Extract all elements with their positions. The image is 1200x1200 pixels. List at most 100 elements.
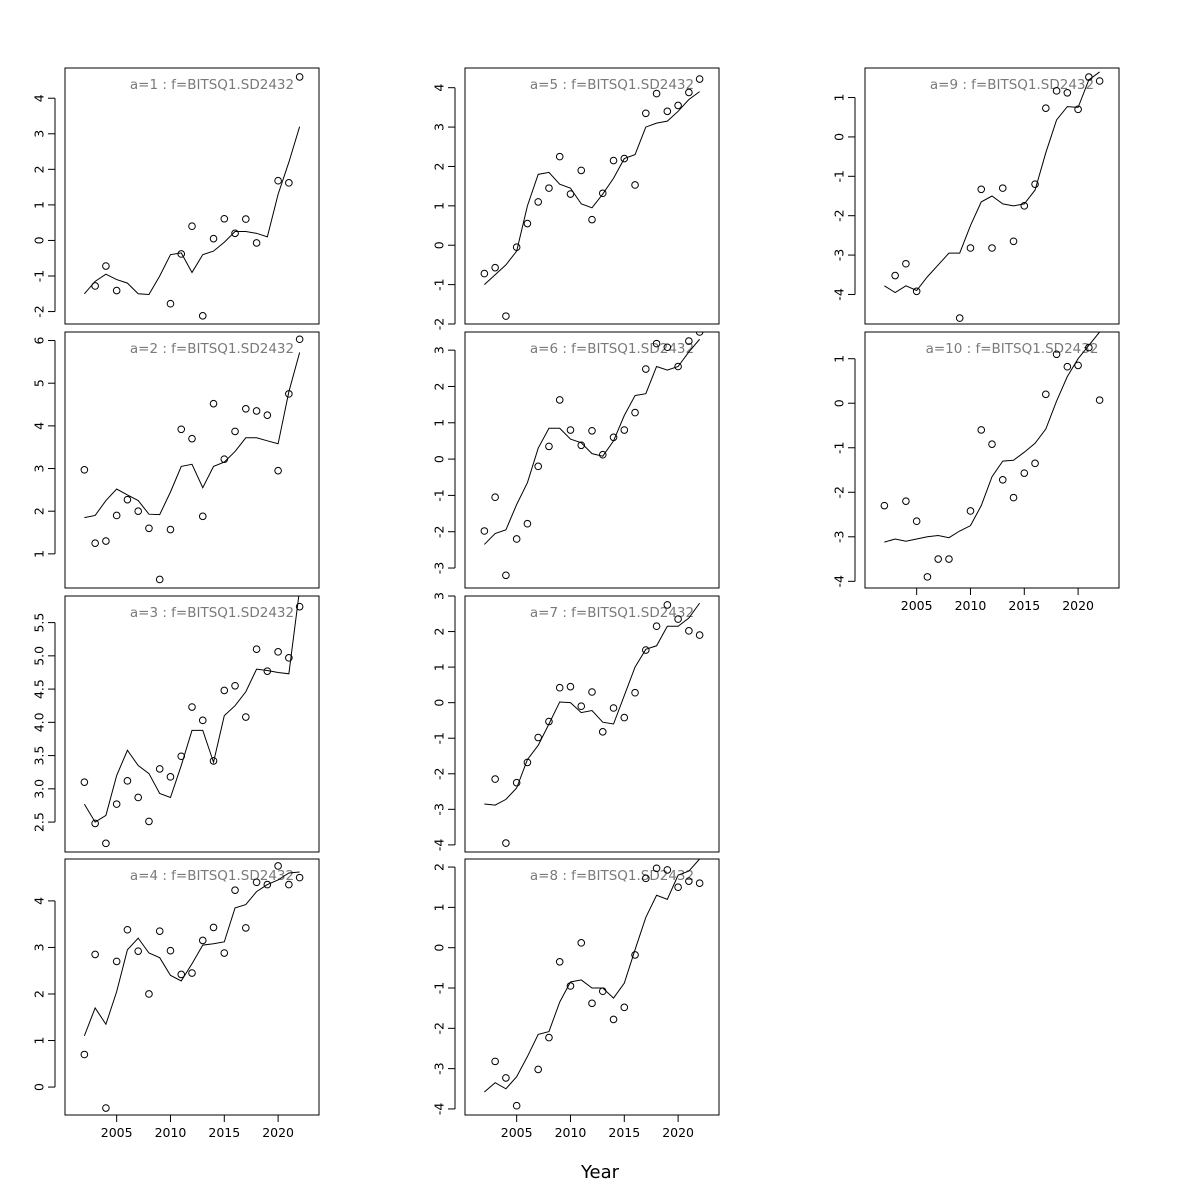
observed-point: [598, 450, 607, 459]
panel-a9: a=9 : f=BITSQ1.SD2432 -4 -3 -2 -1 0 1: [832, 67, 1120, 325]
y-tick-label: 1: [432, 663, 447, 671]
y-tick-label: 4: [32, 94, 47, 102]
observed-point: [134, 507, 142, 516]
y-tick-label: 5.0: [32, 646, 47, 666]
observed-point: [252, 878, 261, 887]
observed-point: [642, 874, 650, 883]
observed-point: [209, 923, 218, 932]
observed-point: [177, 970, 186, 979]
observed-point: [685, 337, 693, 345]
observed-point: [577, 702, 586, 711]
y-tick-label: 4: [32, 422, 47, 430]
observed-point: [155, 765, 164, 773]
observed-point: [523, 219, 532, 228]
x-tick-label: 2005: [501, 1125, 533, 1140]
observed-point: [231, 886, 239, 894]
fitted-line: [884, 71, 1100, 294]
x-tick-label: 2005: [101, 1125, 133, 1140]
observed-point: [534, 1065, 542, 1074]
observed-point: [209, 234, 218, 243]
y-tick-label: 1: [432, 202, 447, 210]
y-tick-label: 1: [432, 419, 447, 427]
observed-point: [177, 752, 186, 761]
panel-data: [80, 596, 304, 848]
y-tick-label: 0: [32, 1083, 47, 1091]
observed-point: [502, 571, 510, 580]
y-tick-label: -3: [432, 1062, 447, 1074]
observed-point: [231, 229, 239, 238]
observed-point: [545, 184, 553, 192]
observed-point: [566, 426, 575, 434]
y-tick-label: 0: [832, 133, 847, 141]
observed-point: [642, 646, 650, 654]
observed-point: [1074, 105, 1082, 114]
observed-point: [112, 286, 121, 295]
observed-point: [609, 156, 618, 165]
panel-frame: [464, 595, 720, 853]
panel-data: [80, 335, 304, 584]
observed-point: [166, 773, 175, 781]
y-tick-label: 1: [32, 1037, 47, 1045]
panel-data: [80, 862, 304, 1112]
y-tick-label: -1: [832, 170, 847, 182]
observed-point: [123, 777, 132, 785]
y-tick-label: -2: [832, 209, 847, 221]
observed-point: [263, 667, 272, 675]
observed-point: [642, 109, 650, 118]
observed-point: [274, 648, 282, 656]
observed-point: [242, 713, 250, 721]
observed-point: [685, 88, 693, 97]
observed-point: [652, 89, 661, 98]
observed-point: [545, 442, 553, 451]
observed-point: [609, 1015, 618, 1024]
observed-point: [112, 957, 121, 966]
x-tick-label: 2010: [955, 598, 987, 613]
observed-point: [902, 497, 910, 505]
observed-point: [1063, 89, 1072, 97]
observed-point: [502, 312, 510, 320]
observed-point: [577, 939, 586, 947]
observed-point: [988, 244, 996, 252]
observed-point: [177, 425, 186, 434]
observed-point: [631, 181, 639, 189]
observed-point: [209, 399, 218, 408]
panel-a8: a=8 : f=BITSQ1.SD2432 -4 -3 -2 -1 0 1 2 2005 2010…: [432, 858, 720, 1140]
observed-point: [674, 883, 682, 892]
y-tick-label: 0: [432, 699, 447, 707]
y-tick-label: -2: [432, 318, 447, 330]
panel-title: a=6 : f=BITSQ1.SD2432: [530, 341, 694, 357]
observed-point: [663, 107, 672, 116]
observed-point: [588, 215, 596, 224]
observed-point: [555, 396, 564, 404]
observed-point: [674, 101, 682, 110]
observed-point: [912, 517, 921, 526]
observed-point: [663, 343, 672, 352]
observed-point: [285, 179, 293, 187]
observed-point: [220, 686, 229, 695]
panel-frame: [464, 67, 720, 325]
y-tick-label: -2: [432, 768, 447, 780]
observed-point: [80, 466, 89, 474]
y-tick-label: 4: [432, 84, 447, 92]
panel-data: [83, 73, 304, 320]
x-tick-label: 2020: [262, 1125, 294, 1140]
y-tick-label: -2: [32, 305, 47, 317]
observed-point: [512, 243, 521, 251]
observed-point: [274, 176, 282, 185]
observed-point: [102, 839, 110, 848]
observed-point: [188, 434, 196, 443]
x-tick-label: 2010: [555, 1125, 587, 1140]
observed-point: [220, 949, 229, 957]
observed-point: [198, 312, 207, 320]
panel-a2: a=2 : f=BITSQ1.SD2432 1 2 3 4 5 6: [32, 331, 320, 589]
y-tick-label: 4: [32, 897, 47, 905]
observed-point: [155, 927, 164, 935]
x-tick-label: 2015: [608, 1125, 640, 1140]
observed-point: [1031, 459, 1039, 468]
observed-point: [274, 466, 282, 475]
panel-frame: [64, 331, 320, 589]
y-tick-label: 2: [32, 507, 47, 515]
observed-point: [252, 239, 261, 247]
observed-point: [285, 390, 293, 398]
x-tick-label: 2020: [662, 1125, 694, 1140]
